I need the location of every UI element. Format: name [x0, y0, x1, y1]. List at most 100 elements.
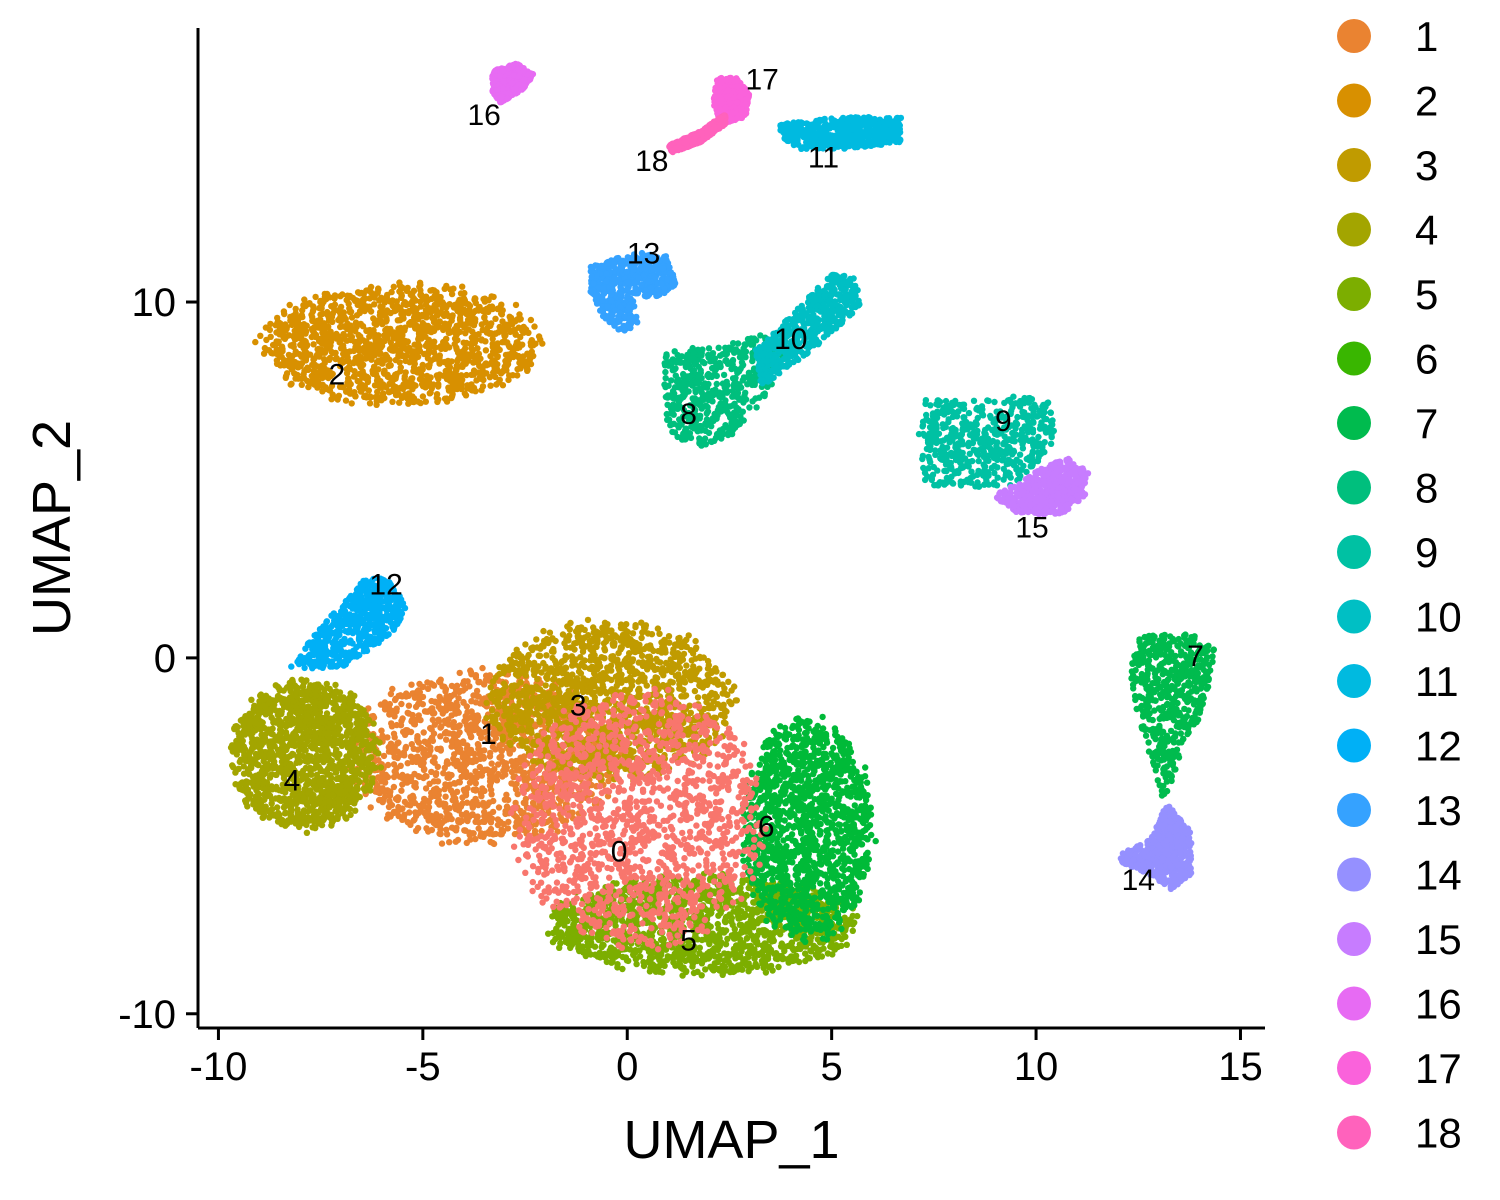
point	[414, 735, 421, 742]
point	[849, 927, 856, 934]
point	[351, 712, 358, 719]
point	[443, 826, 450, 833]
point	[495, 804, 503, 811]
point	[442, 793, 449, 800]
point	[475, 693, 482, 700]
point	[409, 792, 416, 799]
point	[683, 662, 690, 669]
point	[253, 761, 261, 768]
point	[442, 686, 450, 693]
point	[233, 723, 240, 730]
point	[669, 649, 677, 657]
point	[527, 698, 534, 706]
point	[232, 769, 239, 776]
point	[412, 827, 420, 835]
point	[462, 768, 470, 775]
point	[503, 766, 510, 773]
point	[421, 803, 428, 810]
point	[402, 743, 410, 751]
point	[448, 743, 455, 750]
point	[440, 770, 447, 777]
point	[567, 619, 574, 627]
point	[467, 725, 474, 732]
point	[372, 748, 379, 755]
point	[460, 698, 467, 706]
point	[534, 676, 541, 683]
point	[604, 675, 612, 682]
point	[488, 694, 495, 702]
point	[409, 711, 416, 719]
point	[457, 745, 464, 753]
point	[242, 757, 249, 764]
point	[550, 695, 557, 702]
point	[507, 727, 515, 734]
point	[648, 631, 656, 638]
point	[275, 809, 282, 817]
point	[688, 657, 695, 664]
point	[462, 760, 470, 768]
cluster-4-points	[227, 676, 385, 836]
point	[733, 697, 740, 704]
point	[334, 708, 341, 715]
point	[276, 707, 283, 715]
point	[276, 721, 283, 728]
point	[478, 832, 485, 839]
point	[391, 713, 398, 720]
point	[309, 806, 316, 814]
point	[376, 739, 383, 746]
point	[408, 681, 415, 688]
point	[434, 745, 441, 753]
point	[587, 646, 594, 653]
point	[579, 660, 586, 667]
point	[694, 694, 702, 701]
point	[488, 707, 496, 714]
point	[475, 819, 483, 826]
point	[482, 676, 490, 684]
point	[530, 665, 538, 673]
point	[390, 730, 398, 737]
point	[393, 705, 400, 712]
point	[340, 702, 347, 709]
point	[629, 639, 637, 646]
point	[237, 717, 245, 724]
point	[362, 776, 369, 783]
point	[628, 749, 635, 757]
point	[363, 766, 370, 773]
point	[422, 772, 429, 780]
point	[350, 790, 357, 797]
point	[415, 809, 422, 817]
point	[255, 790, 262, 797]
point	[487, 684, 494, 691]
point	[625, 662, 632, 669]
point	[699, 684, 706, 691]
point	[472, 835, 479, 843]
point	[534, 732, 541, 739]
point	[762, 969, 770, 976]
point	[588, 663, 596, 670]
point	[692, 637, 699, 645]
point	[437, 733, 444, 740]
point	[494, 816, 502, 823]
point	[443, 758, 451, 765]
point	[463, 703, 470, 710]
point	[443, 736, 450, 743]
point	[687, 647, 694, 654]
point	[289, 740, 296, 747]
point	[246, 749, 253, 757]
point	[660, 672, 667, 679]
point	[317, 684, 325, 691]
point	[489, 678, 497, 685]
point	[312, 699, 319, 706]
point	[356, 778, 363, 786]
point	[508, 682, 516, 690]
point	[562, 652, 569, 660]
point	[775, 963, 782, 971]
point	[292, 703, 300, 711]
point	[369, 732, 376, 739]
point	[336, 694, 344, 701]
point	[531, 827, 539, 835]
point	[601, 655, 608, 662]
point	[329, 792, 337, 799]
point	[428, 826, 436, 834]
point	[488, 760, 495, 767]
